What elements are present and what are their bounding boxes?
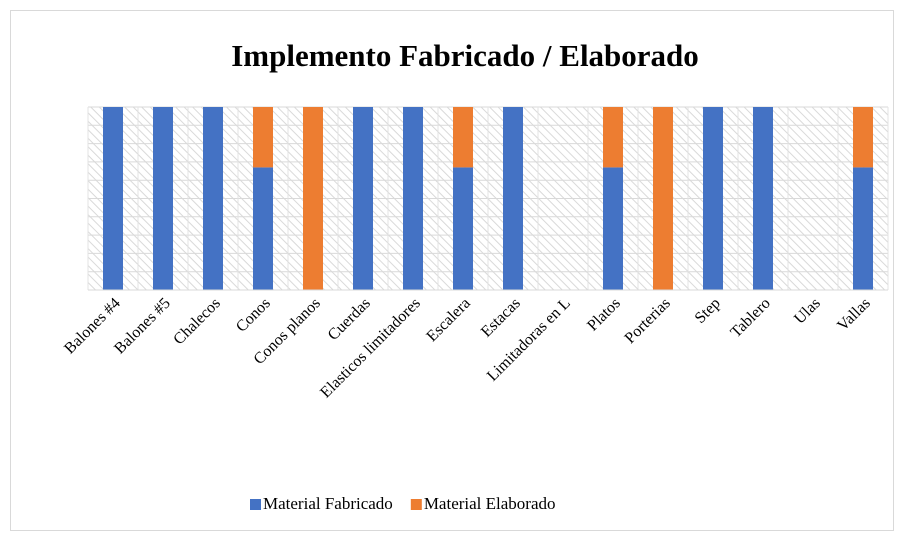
bar-segment	[203, 107, 223, 290]
bar-segment	[853, 167, 873, 290]
chart-title: Implemento Fabricado / Elaborado	[231, 38, 699, 73]
legend-label: Material Elaborado	[424, 494, 556, 513]
bar-segment	[653, 107, 673, 290]
legend-label: Material Fabricado	[263, 494, 393, 513]
bar-segment	[603, 167, 623, 290]
bar-segment	[153, 107, 173, 290]
bar-segment	[503, 107, 523, 290]
bar-segment	[703, 107, 723, 290]
legend-swatch	[250, 499, 261, 510]
bar-segment	[753, 107, 773, 290]
legend-swatch	[410, 499, 422, 510]
bar-segment	[453, 167, 473, 290]
bar-segment	[253, 107, 273, 168]
bar-segment	[253, 167, 273, 290]
bar-segment	[453, 107, 473, 168]
bar-segment	[353, 107, 373, 290]
bar-segment	[103, 107, 123, 290]
bar-segment	[403, 107, 423, 290]
bar-segment	[853, 107, 873, 168]
bar-segment	[603, 107, 623, 168]
bar-segment	[303, 107, 323, 290]
